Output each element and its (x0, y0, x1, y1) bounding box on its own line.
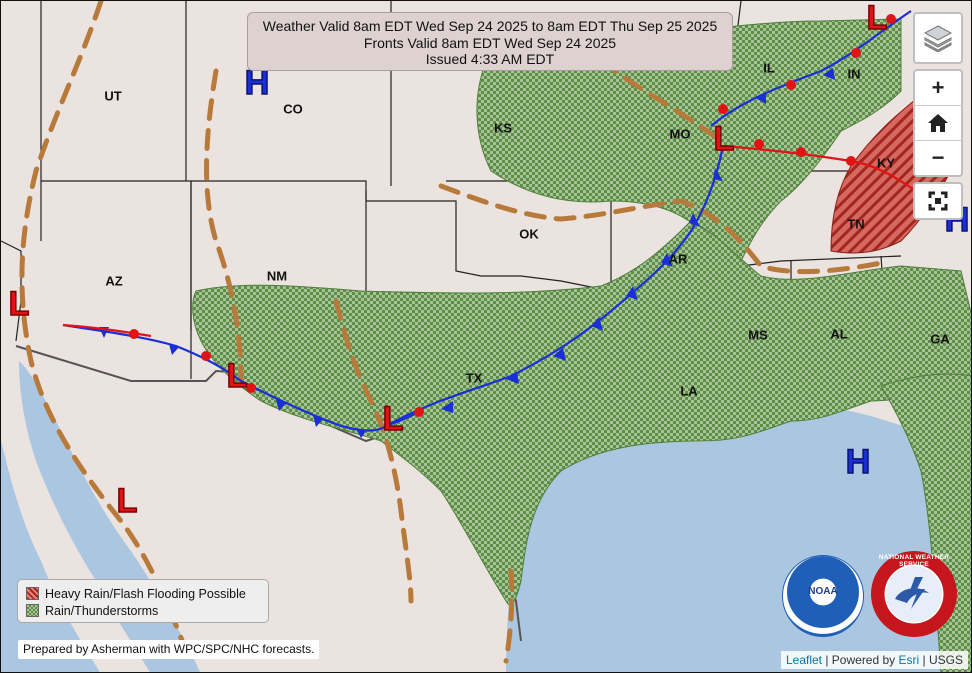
state-label-ut: UT (104, 88, 122, 104)
map-legend: Heavy Rain/Flash Flooding Possible Rain/… (17, 579, 269, 623)
state-label-ga: GA (930, 331, 950, 347)
legend-row-heavy-rain: Heavy Rain/Flash Flooding Possible (26, 585, 260, 602)
stationary-front-sw (62, 323, 422, 432)
state-label-az: AZ (105, 273, 123, 289)
state-label-tn: TN (847, 216, 865, 232)
low-pressure-center: L (713, 120, 735, 158)
noaa-logo: NOAA (782, 555, 864, 637)
troughs (19, 1, 884, 664)
state-label-ms: MS (748, 327, 768, 343)
cold-front-barbs (441, 168, 723, 413)
low-pressure-center: L (8, 285, 30, 323)
stationary-front-ne (710, 10, 912, 127)
state-label-il: IL (763, 60, 775, 76)
title-line-issued: Issued 4:33 AM EDT (425, 51, 555, 67)
legend-row-rain: Rain/Thunderstorms (26, 602, 260, 619)
rain-swatch (26, 604, 39, 617)
nws-logo: NATIONAL WEATHER SERVICE (871, 551, 957, 637)
title-line-valid: Weather Valid 8am EDT Wed Sep 24 2025 to… (262, 18, 718, 34)
legend-label-rain: Rain/Thunderstorms (45, 603, 159, 618)
state-label-ks: KS (493, 120, 513, 136)
attribution-powered: | Powered by (825, 653, 896, 667)
low-pressure-center: L (382, 400, 404, 438)
state-label-ok: OK (519, 226, 539, 242)
home-button[interactable] (915, 106, 961, 141)
fullscreen-control[interactable] (913, 182, 963, 220)
zoom-in-button[interactable]: + (915, 71, 961, 106)
state-label-nm: NM (266, 268, 288, 284)
esri-link[interactable]: Esri (898, 653, 920, 667)
state-label-la: LA (680, 383, 698, 399)
title-line-fronts: Fronts Valid 8am EDT Wed Sep 24 2025 (363, 34, 617, 51)
state-label-mo: MO (669, 126, 691, 142)
heavy-rain-swatch (26, 587, 39, 600)
forecast-title-box: Weather Valid 8am EDT Wed Sep 24 2025 to… (247, 12, 733, 71)
legend-label-heavy-rain: Heavy Rain/Flash Flooding Possible (45, 586, 246, 601)
rain-area-southwest (192, 220, 971, 606)
zoom-out-button[interactable]: − (931, 145, 945, 170)
noaa-logo-text: NOAA (808, 586, 838, 597)
high-pressure-center: H (244, 64, 270, 102)
nws-logo-text: NATIONAL WEATHER SERVICE (878, 554, 950, 568)
warm-front-sw (62, 323, 152, 338)
map-attribution: Leaflet | Powered by Esri | USGS (780, 651, 968, 669)
low-pressure-center: L (226, 357, 248, 395)
state-label-tx: TX (465, 370, 483, 386)
low-pressure-center: L (866, 0, 888, 37)
prepared-by-note: Prepared by Asherman with WPC/SPC/NHC fo… (18, 640, 320, 659)
state-label-in: IN (847, 66, 861, 82)
state-label-ky: KY (876, 155, 896, 171)
home-icon (928, 114, 948, 132)
low-pressure-center: L (116, 482, 138, 520)
state-label-co: CO (283, 101, 303, 117)
state-label-al: AL (830, 326, 848, 342)
warm-front-bumps (754, 139, 856, 166)
layers-icon[interactable] (915, 14, 961, 62)
zoom-control[interactable]: + − (913, 69, 963, 177)
attribution-usgs: | USGS (922, 653, 963, 667)
leaflet-link[interactable]: Leaflet (785, 653, 822, 667)
stationary-front-marks (718, 14, 896, 114)
fullscreen-icon[interactable] (915, 184, 961, 218)
high-pressure-center: H (845, 443, 871, 481)
cold-front-main (385, 145, 725, 427)
state-label-ar: AR (668, 251, 688, 267)
layers-control[interactable] (913, 12, 963, 64)
